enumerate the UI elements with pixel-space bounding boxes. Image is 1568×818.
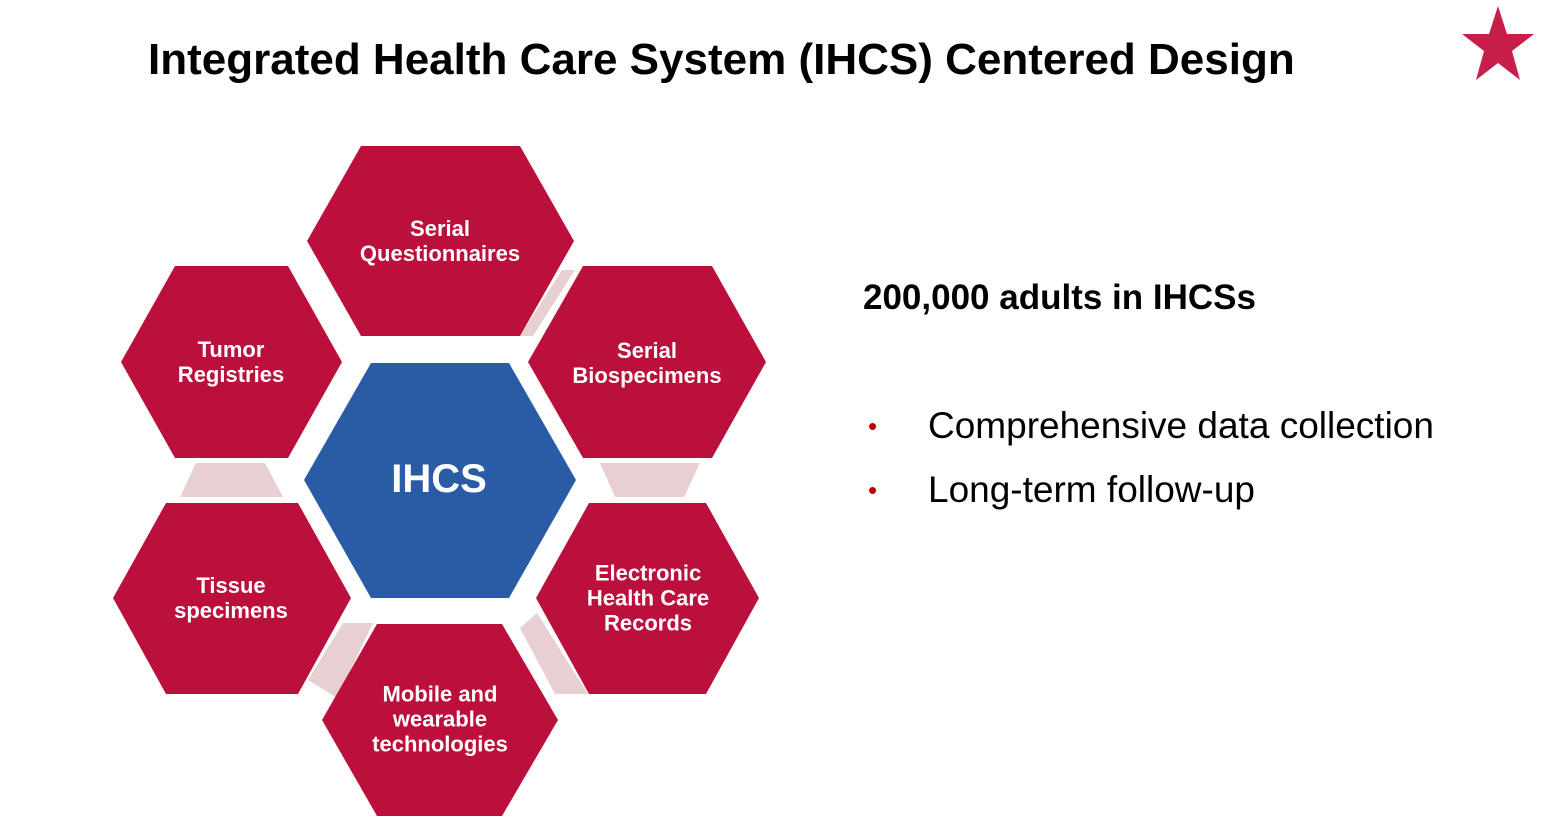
hexagon-tumor-registries xyxy=(121,266,342,458)
bullet-text: Long-term follow-up xyxy=(928,469,1255,510)
hexagon-tissue-specimens xyxy=(113,503,351,694)
connector-mobile-tissue xyxy=(308,623,373,698)
node-label-tumor-registries: Tumor Registries xyxy=(177,337,285,387)
connector-records-mobile xyxy=(520,613,588,694)
hexagon-mobile-wearable xyxy=(322,624,558,816)
connector-questionnaires-biospecimens xyxy=(520,270,575,336)
info-heading: 200,000 adults in IHCSs xyxy=(863,278,1256,317)
connector-tissue-tumor xyxy=(180,463,283,497)
node-label-ihcs-center: IHCS xyxy=(391,457,487,501)
hexagon-serial-questionnaires xyxy=(307,146,574,336)
ihcs-hexagon-diagram xyxy=(113,146,766,816)
bullet-item: • Comprehensive data collection xyxy=(868,394,1434,458)
hexagons xyxy=(113,146,766,816)
hexagon-electronic-health-care-records xyxy=(536,503,759,694)
node-label-mobile-wearable: Mobile and wearable technologies xyxy=(372,681,508,757)
page-title: Integrated Health Care System (IHCS) Cen… xyxy=(148,35,1295,84)
connectors xyxy=(180,270,700,698)
bullet-item: • Long-term follow-up xyxy=(868,458,1434,522)
node-label-serial-biospecimens: Serial Biospecimens xyxy=(572,338,722,388)
node-label-electronic-health-care-records: Electronic Health Care Records xyxy=(586,560,710,636)
connector-biospecimens-records xyxy=(600,463,700,497)
node-label-tissue-specimens: Tissue specimens xyxy=(174,573,288,623)
bullet-marker: • xyxy=(868,474,878,505)
hexagon-serial-biospecimens xyxy=(528,266,766,458)
bullet-marker: • xyxy=(868,410,878,441)
bullet-list: • Comprehensive data collection • Long-t… xyxy=(868,394,1434,522)
node-label-serial-questionnaires: Serial Questionnaires xyxy=(359,216,521,266)
star-icon xyxy=(1462,6,1534,80)
hexagon-ihcs-center xyxy=(304,363,576,598)
bullet-text: Comprehensive data collection xyxy=(928,405,1434,446)
